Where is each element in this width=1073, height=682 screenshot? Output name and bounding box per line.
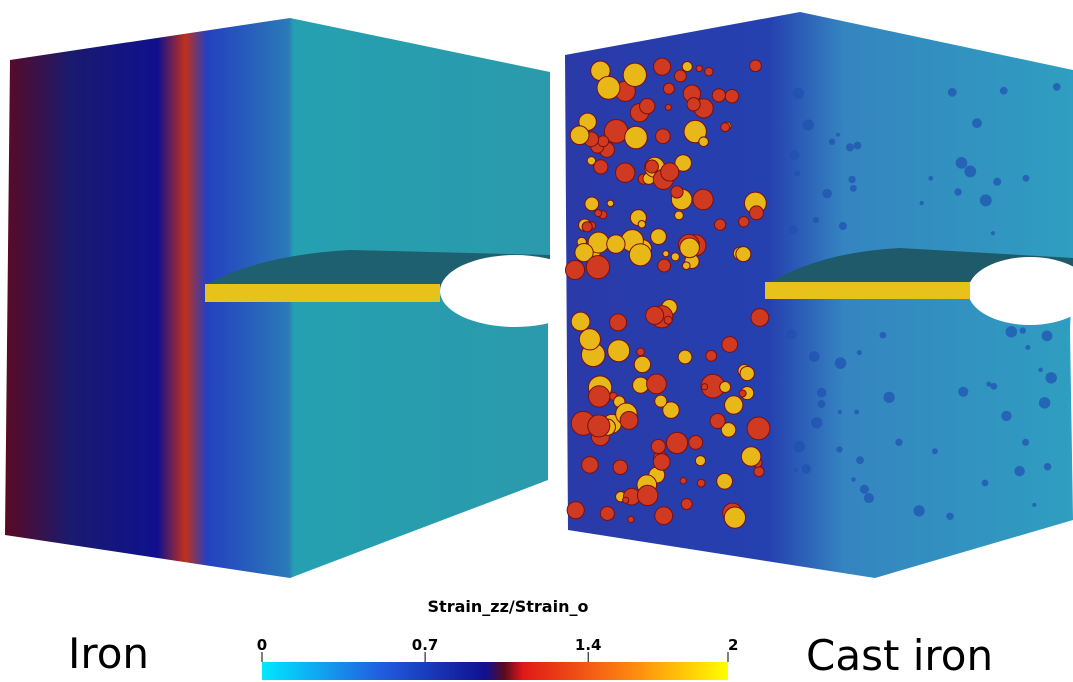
- colorbar-title: Strain_zz/Strain_o: [428, 597, 589, 616]
- colorbar-ticks: 0 0.7 1.4 2: [257, 636, 738, 662]
- left-label: Iron: [68, 629, 149, 678]
- right-label: Cast iron: [806, 631, 993, 680]
- iron-cube: [5, 18, 590, 578]
- colorbar: [262, 662, 728, 680]
- tick-label: 0: [257, 636, 267, 654]
- cast-iron-cube: [564, 12, 1073, 578]
- tick-label: 1.4: [575, 636, 602, 654]
- tick-label: 2: [728, 636, 738, 654]
- tick-label: 0.7: [412, 636, 439, 654]
